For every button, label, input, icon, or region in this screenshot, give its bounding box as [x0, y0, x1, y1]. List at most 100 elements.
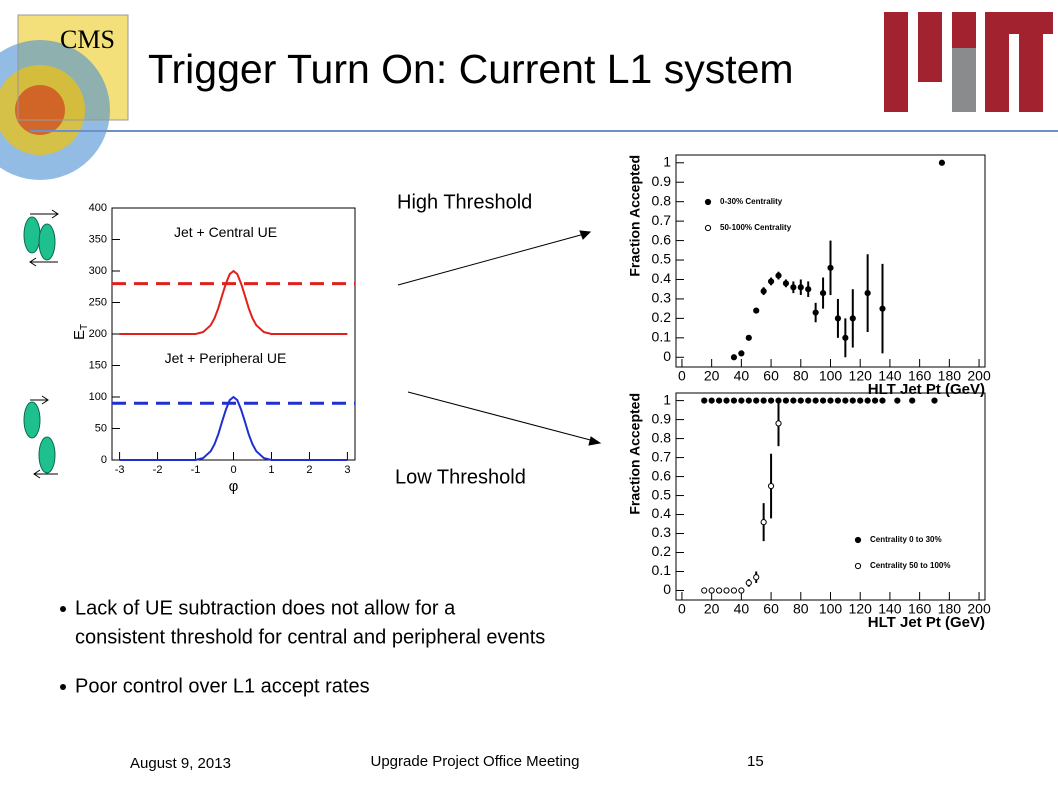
point — [819, 289, 827, 297]
legend-marker — [854, 562, 862, 570]
x-tick-label: 140 — [878, 368, 902, 384]
x-tick-label: 120 — [849, 601, 873, 617]
x-axis-label: φ — [229, 478, 239, 495]
title: Trigger Turn On: Current L1 system — [148, 46, 794, 92]
point — [938, 159, 946, 166]
point — [745, 334, 752, 341]
y-tick-label: 0.7 — [652, 448, 672, 464]
point — [805, 286, 812, 293]
legend-marker — [854, 536, 862, 544]
bullet-text: Lack of UE subtraction does not allow fo… — [75, 597, 456, 619]
point — [775, 272, 782, 279]
point — [708, 587, 715, 594]
legend-label: Centrality 50 to 100% — [870, 561, 950, 570]
point — [738, 397, 745, 404]
point — [827, 397, 834, 404]
bullets: Lack of UE subtraction does not allow fo… — [60, 597, 545, 697]
y-tick-label: 0 — [663, 581, 671, 597]
x-tick-label: 40 — [734, 601, 750, 617]
point — [849, 397, 856, 404]
y-tick-label: 0.2 — [652, 309, 672, 325]
point — [760, 397, 767, 404]
footer-date: August 9, 2013 — [130, 755, 231, 772]
point — [790, 397, 797, 404]
point — [842, 334, 849, 341]
y-tick-label: 0.6 — [652, 467, 672, 483]
x-tick-label: 3 — [344, 464, 350, 476]
y-tick-label: 300 — [89, 265, 107, 277]
point — [864, 289, 871, 297]
point — [745, 579, 752, 587]
point — [701, 587, 708, 594]
x-tick-label: 140 — [878, 601, 902, 617]
point — [894, 397, 901, 404]
point — [723, 397, 730, 404]
legend-label: 0-30% Centrality — [720, 197, 783, 206]
x-tick-label: 60 — [763, 601, 779, 617]
x-tick-label: 0 — [678, 368, 686, 384]
y-tick-label: 1 — [663, 391, 671, 407]
y-axis-label-main: E — [71, 330, 88, 340]
high-threshold-label: High Threshold — [397, 191, 532, 213]
y-tick-label: 0.1 — [652, 562, 672, 578]
x-tick-label: 80 — [793, 601, 809, 617]
bullet-text: Poor control over L1 accept rates — [75, 675, 370, 697]
svg-text:CMS: CMS — [60, 25, 115, 54]
point — [782, 397, 790, 404]
point — [730, 397, 738, 404]
point — [753, 574, 760, 581]
point — [730, 354, 738, 361]
x-tick-label: 200 — [967, 601, 991, 617]
y-tick-label: 0.3 — [652, 524, 672, 540]
series-label: Jet + Central UE — [174, 224, 277, 240]
x-tick-label: 40 — [734, 368, 750, 384]
y-tick-label: 100 — [89, 391, 107, 403]
x-tick-label: 160 — [908, 368, 932, 384]
x-tick-label: 80 — [793, 368, 809, 384]
y-tick-label: 0 — [663, 348, 671, 364]
x-tick-label: 1 — [268, 464, 274, 476]
legend-marker — [704, 198, 712, 206]
x-tick-label: 200 — [967, 368, 991, 384]
point — [730, 587, 738, 594]
series-label: Jet + Peripheral UE — [165, 350, 287, 366]
point — [842, 397, 849, 404]
y-tick-label: 0.8 — [652, 192, 672, 208]
point — [812, 309, 819, 316]
point — [849, 315, 856, 322]
y-tick-label: 0 — [101, 454, 107, 466]
y-tick-label: 0.3 — [652, 290, 672, 306]
mit-logo — [884, 12, 1053, 112]
legend-label: Centrality 0 to 30% — [870, 535, 942, 544]
x-axis-label: HLT Jet Pt (GeV) — [868, 614, 985, 631]
footer-meeting: Upgrade Project Office Meeting — [371, 753, 580, 770]
y-tick-label: 0.8 — [652, 429, 672, 445]
y-tick-label: 0.9 — [652, 410, 672, 426]
low-threshold-label: Low Threshold — [395, 466, 526, 488]
point — [790, 284, 797, 291]
point — [782, 280, 790, 287]
point — [745, 397, 752, 404]
point — [879, 305, 886, 312]
x-tick-label: -3 — [115, 464, 125, 476]
y-tick-label: 0.6 — [652, 231, 672, 247]
x-tick-label: 0 — [678, 601, 686, 617]
point — [767, 278, 775, 285]
y-tick-label: 0.5 — [652, 486, 672, 502]
y-tick-label: 0.7 — [652, 212, 672, 228]
legend-marker — [704, 224, 712, 232]
y-axis-label: ET — [71, 324, 90, 340]
point — [931, 397, 938, 404]
y-tick-label: 50 — [95, 422, 107, 434]
y-axis-label-sub: T — [79, 324, 90, 330]
point — [723, 587, 730, 594]
y-axis-label: Fraction Accepted — [627, 393, 643, 515]
legend-label: 50-100% Centrality — [720, 223, 792, 232]
point — [812, 397, 819, 404]
x-tick-label: -2 — [153, 464, 163, 476]
point — [857, 397, 864, 404]
x-tick-label: 60 — [763, 368, 779, 384]
y-tick-label: 0.2 — [652, 543, 672, 559]
x-tick-label: -1 — [191, 464, 201, 476]
x-tick-label: 100 — [819, 368, 843, 384]
